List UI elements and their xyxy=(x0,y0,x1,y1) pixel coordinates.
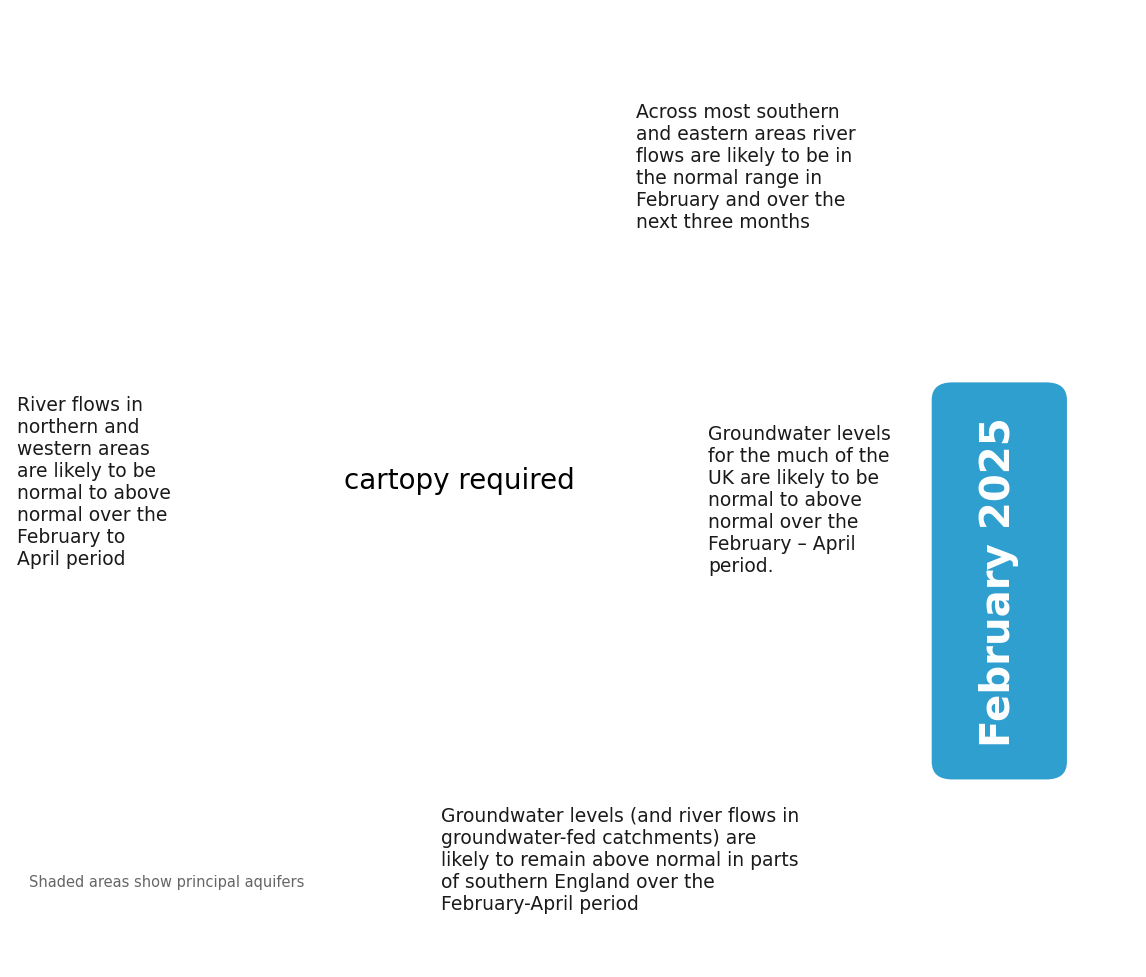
Text: Shaded areas show principal aquifers: Shaded areas show principal aquifers xyxy=(29,874,304,889)
FancyBboxPatch shape xyxy=(932,383,1067,780)
Text: Across most southern
and eastern areas river
flows are likely to be in
the norma: Across most southern and eastern areas r… xyxy=(636,103,856,232)
Text: Groundwater levels (and river flows in
groundwater-fed catchments) are
likely to: Groundwater levels (and river flows in g… xyxy=(441,806,800,913)
Text: February 2025: February 2025 xyxy=(980,416,1019,746)
Text: Groundwater levels
for the much of the
UK are likely to be
normal to above
norma: Groundwater levels for the much of the U… xyxy=(708,425,892,575)
Text: River flows in
northern and
western areas
are likely to be
normal to above
norma: River flows in northern and western area… xyxy=(17,396,171,569)
Text: cartopy required: cartopy required xyxy=(344,467,574,494)
